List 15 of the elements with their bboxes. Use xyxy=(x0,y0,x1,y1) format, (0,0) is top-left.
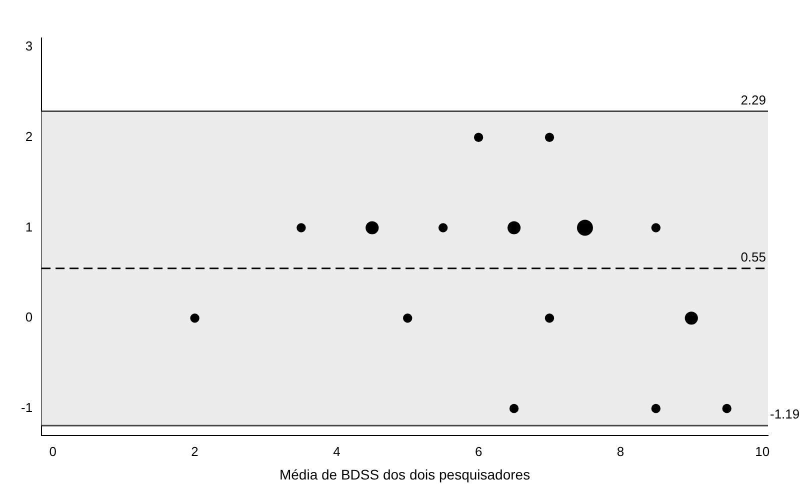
ref-line-label: 2.29 xyxy=(740,92,766,108)
x-tick-label: 8 xyxy=(616,444,624,459)
y-tick-label: -1 xyxy=(20,400,33,416)
x-tick-label: 6 xyxy=(474,444,482,459)
x-tick-label: 10 xyxy=(755,444,770,459)
y-tick-label: 2 xyxy=(25,128,33,144)
ref-line-label: 0.55 xyxy=(740,250,766,265)
x-axis-title: Média de BDSS dos dois pesquisadores xyxy=(279,466,530,482)
y-tick-label: 1 xyxy=(25,219,33,234)
y-tick-label: 3 xyxy=(25,38,33,54)
x-tick-label: 0 xyxy=(49,444,57,459)
ref-line-label: -1.19 xyxy=(770,406,800,422)
x-tick-label: 4 xyxy=(333,444,340,459)
x-tick-label: 2 xyxy=(191,444,198,459)
y-tick-label: 0 xyxy=(25,310,33,325)
